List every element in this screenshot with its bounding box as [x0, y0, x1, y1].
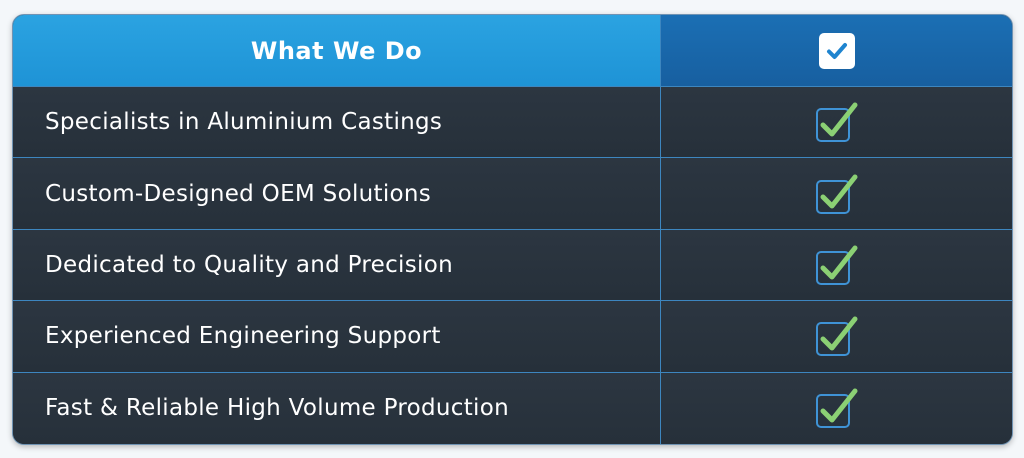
check-icon — [815, 174, 857, 214]
header-title: What We Do — [250, 36, 423, 65]
row-check-cell — [661, 158, 1012, 230]
row-label: Custom-Designed OEM Solutions — [45, 180, 432, 207]
check-icon — [815, 388, 857, 429]
row-label-cell: Custom-Designed OEM Solutions — [13, 158, 661, 230]
row-label-cell: Specialists in Aluminium Castings — [13, 87, 661, 159]
row-check-cell — [661, 372, 1012, 444]
what-we-do-table: What We Do Specialists in Aluminium Cast… — [12, 14, 1013, 445]
row-label-cell: Dedicated to Quality and Precision — [13, 229, 661, 302]
row-check-cell — [661, 87, 1012, 159]
row-label-cell: Fast & Reliable High Volume Production — [13, 372, 661, 444]
header-title-cell: What We Do — [13, 15, 661, 87]
check-icon — [815, 245, 857, 285]
checkbox-checked-icon — [818, 32, 855, 69]
row-check-cell — [661, 301, 1012, 373]
check-icon — [815, 102, 857, 143]
row-label: Specialists in Aluminium Castings — [45, 109, 443, 136]
row-label: Dedicated to Quality and Precision — [45, 251, 453, 278]
check-icon — [815, 316, 857, 357]
row-label: Experienced Engineering Support — [45, 323, 441, 350]
row-check-cell — [661, 229, 1012, 302]
header-check-cell — [661, 15, 1012, 87]
row-label-cell: Experienced Engineering Support — [13, 301, 661, 373]
row-label: Fast & Reliable High Volume Production — [45, 395, 509, 422]
